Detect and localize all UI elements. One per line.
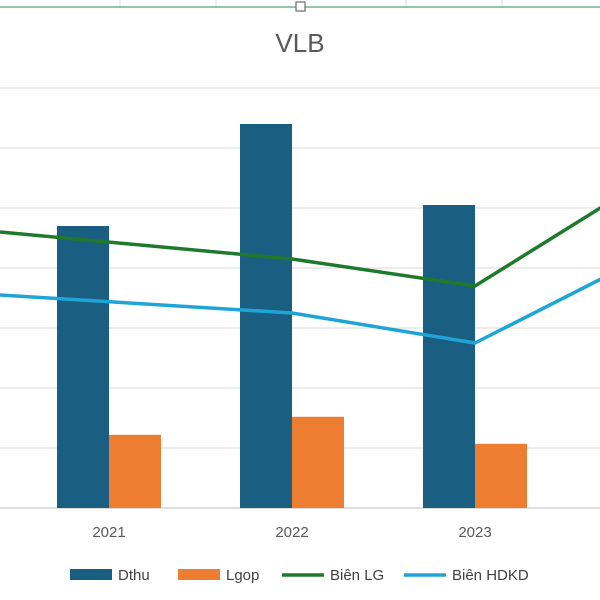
legend-swatch-lgop <box>178 569 220 580</box>
bars <box>57 124 527 508</box>
x-tick-label-2021: 2021 <box>92 524 125 541</box>
x-tick-label-2022: 2022 <box>275 524 308 541</box>
legend-label-bien-lg: Biên LG <box>330 567 384 584</box>
legend-label-dthu: Dthu <box>118 567 150 584</box>
bar-dthu-2022 <box>240 124 292 508</box>
chart-title: VLB <box>275 28 324 58</box>
legend-label-lgop: Lgop <box>226 567 259 584</box>
line-biên-lg <box>0 206 600 288</box>
bar-lgop-2022 <box>292 416 344 508</box>
legend-label-bien-hdkd: Biên HDKD <box>452 567 529 584</box>
bar-dthu-2021 <box>57 226 109 508</box>
legend-swatch-dthu <box>70 569 112 580</box>
line-biên-hdkd <box>0 277 600 345</box>
x-tick-label-2023: 2023 <box>458 524 491 541</box>
bar-lgop-2023 <box>475 443 527 508</box>
legend: Dthu Lgop Biên LG Biên HDKD <box>70 567 529 584</box>
sheet-background <box>0 0 600 12</box>
series-lines <box>0 206 600 345</box>
resize-handle[interactable] <box>295 1 306 12</box>
x-axis-tick-labels: 2021 2022 2023 <box>92 524 491 541</box>
bar-dthu-2023 <box>423 205 475 508</box>
bar-lgop-2021 <box>109 434 161 508</box>
